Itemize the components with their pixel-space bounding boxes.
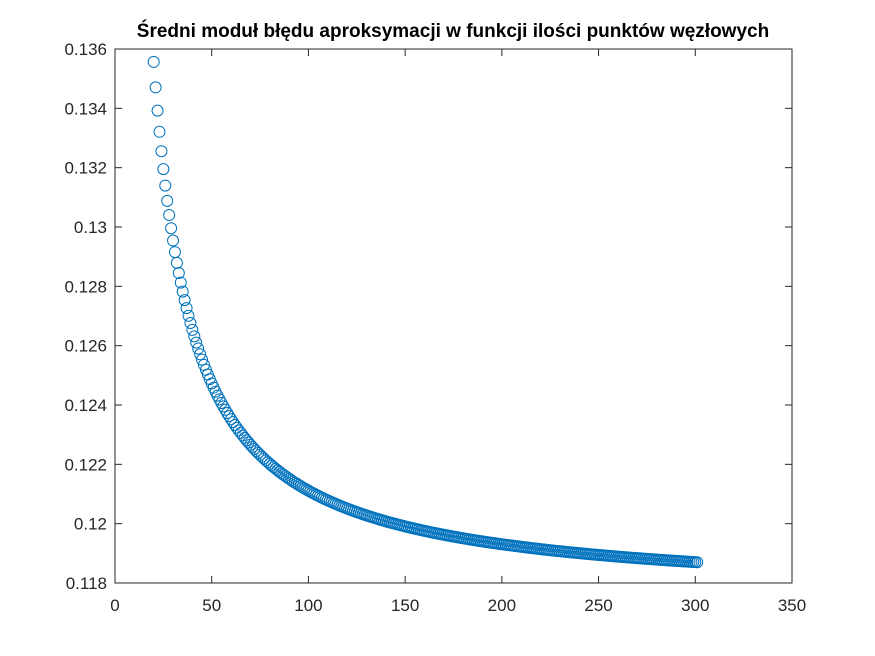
data-point [192, 342, 205, 355]
data-point [165, 222, 178, 235]
y-tick-label: 0.13 [74, 218, 107, 237]
data-point [167, 234, 180, 247]
y-tick-label: 0.128 [64, 277, 107, 296]
data-series [147, 55, 704, 569]
data-point [188, 330, 201, 343]
data-point [217, 400, 230, 413]
x-tick-label: 350 [778, 596, 806, 615]
data-point [147, 55, 160, 68]
data-point [182, 309, 195, 322]
x-tick-label: 200 [488, 596, 516, 615]
x-tick-label: 250 [584, 596, 612, 615]
x-tick-label: 50 [202, 596, 221, 615]
data-point [186, 323, 199, 336]
y-tick-label: 0.134 [64, 99, 107, 118]
y-tick-label: 0.118 [66, 574, 107, 593]
x-tick-label: 150 [391, 596, 419, 615]
data-point [178, 294, 191, 307]
data-point [163, 209, 176, 222]
x-tick-label: 100 [294, 596, 322, 615]
data-point [161, 194, 174, 207]
data-point [149, 81, 162, 94]
data-point [215, 396, 228, 409]
plot-area [114, 48, 793, 584]
data-point [176, 285, 189, 298]
x-axis: 0 50 100 150 200 250 300 350 [110, 49, 806, 615]
data-point [691, 556, 704, 569]
data-point [219, 403, 232, 416]
axes [114, 48, 793, 584]
data-point [196, 353, 209, 366]
data-point [172, 267, 185, 280]
x-tick-label: 300 [681, 596, 709, 615]
data-point [223, 410, 236, 423]
y-tick-label: 0.12 [74, 515, 107, 534]
data-point [190, 336, 203, 349]
y-tick-label: 0.124 [64, 396, 107, 415]
y-axis: 0.118 0.12 0.122 0.124 0.126 0.128 0.13 0.132 0.… [64, 40, 792, 593]
x-tick-label: 0 [110, 596, 119, 615]
data-point [159, 179, 172, 192]
data-point [153, 125, 166, 138]
y-tick-label: 0.136 [64, 40, 107, 59]
y-tick-label: 0.132 [64, 159, 107, 178]
data-point [155, 145, 168, 158]
data-point [180, 302, 193, 315]
chart-title: Średni moduł błędu aproksymacji w funkcj… [137, 20, 769, 42]
y-tick-label: 0.122 [64, 455, 107, 474]
data-point [221, 407, 234, 420]
data-point [151, 104, 164, 117]
data-point [157, 163, 170, 176]
y-tick-label: 0.126 [64, 337, 107, 356]
data-point [174, 276, 187, 289]
data-point [184, 317, 197, 329]
data-point [194, 348, 207, 361]
